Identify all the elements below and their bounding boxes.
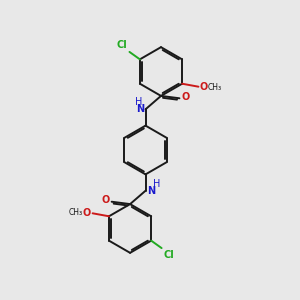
Text: O: O (182, 92, 190, 102)
Text: N: N (136, 104, 144, 114)
Text: CH₃: CH₃ (208, 83, 222, 92)
Text: Cl: Cl (164, 250, 175, 260)
Text: N: N (147, 186, 155, 196)
Text: H: H (153, 179, 160, 189)
Text: CH₃: CH₃ (69, 208, 83, 217)
Text: H: H (135, 98, 142, 107)
Text: O: O (83, 208, 91, 218)
Text: O: O (200, 82, 208, 92)
Text: Cl: Cl (116, 40, 127, 50)
Text: O: O (101, 195, 109, 205)
